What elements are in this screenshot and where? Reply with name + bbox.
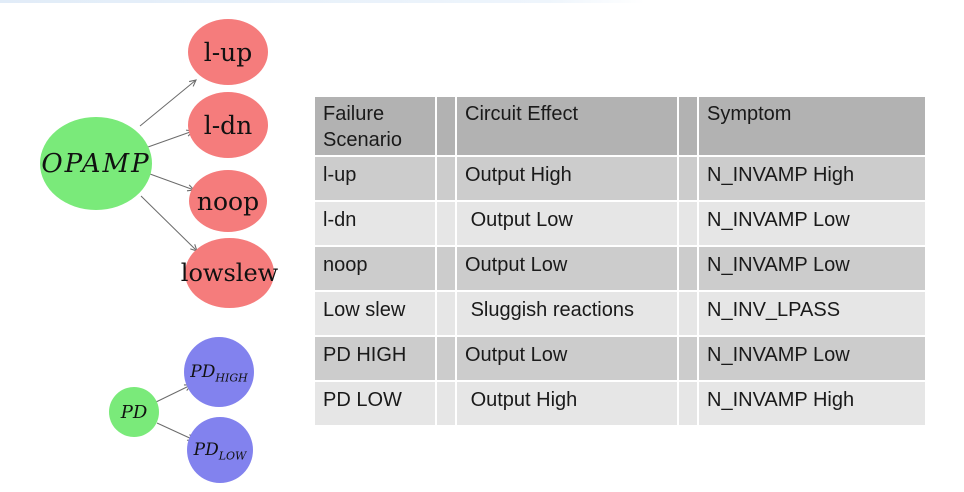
cell-symptom: N_INVAMP Low: [699, 337, 925, 380]
cell-spacer: [679, 292, 697, 335]
node-label: l-up: [203, 37, 253, 67]
node-label: l-dn: [203, 110, 253, 140]
cell-failure: l-up: [315, 157, 435, 200]
cell-effect: Output High: [457, 157, 677, 200]
cell-effect: Output Low: [457, 337, 677, 380]
diagram-node-opamp: OPAMP: [40, 117, 152, 210]
node-label: PDLOW: [193, 440, 247, 463]
column-header-failure-scenario: Failure Scenario: [315, 97, 435, 155]
column-header-circuit-effect: Circuit Effect: [457, 97, 677, 155]
cell-spacer: [679, 157, 697, 200]
diagram-node-pd: PD: [109, 387, 159, 437]
node-label: OPAMP: [41, 148, 151, 179]
cell-spacer: [679, 337, 697, 380]
header-spacer-cell: [437, 97, 455, 155]
cell-symptom: N_INVAMP Low: [699, 247, 925, 290]
edge-opamp-ldn: [147, 129, 195, 148]
node-label: noop: [196, 186, 260, 216]
cell-symptom: N_INV_LPASS: [699, 292, 925, 335]
diagram-node-pd-low: PDLOW: [187, 417, 253, 483]
node-label: lowslew: [180, 259, 279, 287]
cell-spacer: [679, 247, 697, 290]
cell-spacer: [679, 202, 697, 245]
header-spacer-cell: [679, 97, 697, 155]
cell-effect: Sluggish reactions: [457, 292, 677, 335]
cell-spacer: [437, 247, 455, 290]
cell-failure: PD HIGH: [315, 337, 435, 380]
cell-spacer: [437, 202, 455, 245]
node-label: PD: [120, 401, 148, 423]
cell-symptom: N_INVAMP Low: [699, 202, 925, 245]
edge-pd-pdhigh: [155, 384, 193, 403]
cell-failure: noop: [315, 247, 435, 290]
cell-symptom: N_INVAMP High: [699, 157, 925, 200]
cell-effect: Output Low: [457, 202, 677, 245]
top-border-line: [0, 0, 645, 3]
cell-failure: Low slew: [315, 292, 435, 335]
cell-failure: PD LOW: [315, 382, 435, 425]
cell-spacer: [437, 337, 455, 380]
cell-spacer: [679, 382, 697, 425]
column-header-symptom: Symptom: [699, 97, 925, 155]
edge-opamp-noop: [149, 173, 196, 192]
cell-effect: Output Low: [457, 247, 677, 290]
node-label: PDHIGH: [190, 362, 248, 385]
cell-spacer: [437, 382, 455, 425]
diagram-node-l-up: l-up: [188, 19, 268, 85]
cell-spacer: [437, 292, 455, 335]
diagram-node-noop: noop: [189, 170, 267, 232]
cell-failure: l-dn: [315, 202, 435, 245]
diagram-node-pd-high: PDHIGH: [184, 337, 254, 407]
cell-spacer: [437, 157, 455, 200]
failure-scenario-table: Failure Scenario Circuit Effect Symptom …: [315, 97, 925, 425]
cell-effect: Output High: [457, 382, 677, 425]
diagram-node-lowslew: lowslew: [181, 238, 278, 308]
diagram-node-l-dn: l-dn: [188, 92, 268, 158]
cell-symptom: N_INVAMP High: [699, 382, 925, 425]
